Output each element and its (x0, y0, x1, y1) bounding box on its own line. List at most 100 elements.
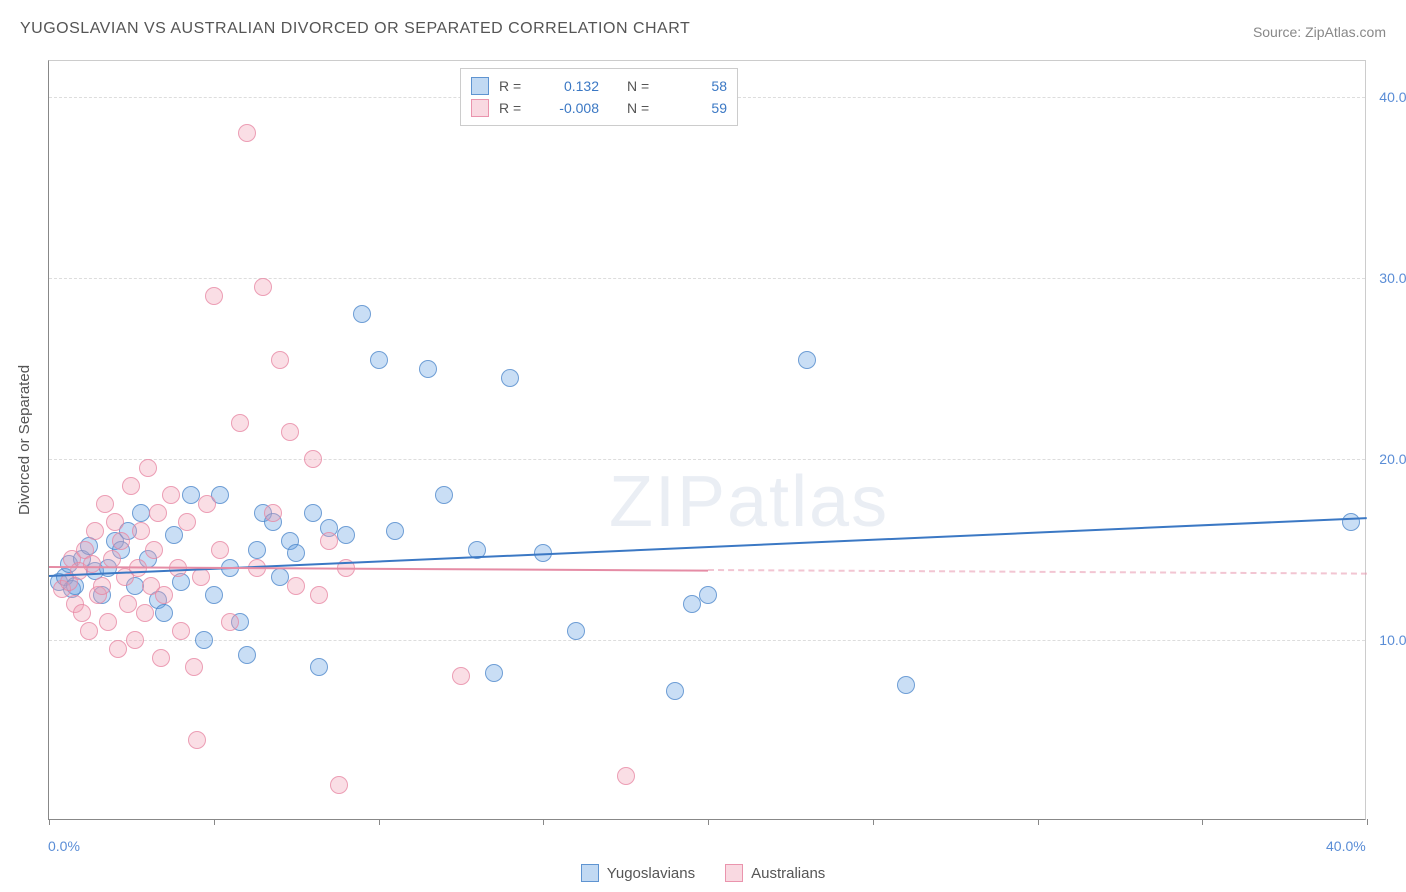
data-point (205, 287, 223, 305)
legend-series-label: Yugoslavians (607, 865, 695, 882)
x-tick (1202, 819, 1203, 825)
legend-correlation: R =0.132N =58R =-0.008N =59 (460, 68, 738, 126)
data-point (254, 278, 272, 296)
legend-n-label: N = (627, 100, 659, 116)
legend-r-value: 0.132 (541, 78, 599, 94)
x-tick (873, 819, 874, 825)
scatter-chart: YUGOSLAVIAN VS AUSTRALIAN DIVORCED OR SE… (0, 0, 1406, 892)
data-point (666, 682, 684, 700)
y-tick-label: 20.0% (1371, 451, 1406, 467)
data-point (238, 646, 256, 664)
data-point (310, 586, 328, 604)
x-tick (49, 819, 50, 825)
legend-r-value: -0.008 (541, 100, 599, 116)
data-point (330, 776, 348, 794)
data-point (231, 414, 249, 432)
data-point (155, 586, 173, 604)
plot-area: ZIPatlas 10.0%20.0%30.0%40.0% (48, 60, 1366, 820)
data-point (145, 541, 163, 559)
data-point (211, 541, 229, 559)
data-point (1342, 513, 1360, 531)
x-tick (214, 819, 215, 825)
data-point (119, 595, 137, 613)
gridline (49, 459, 1365, 460)
x-tick (1367, 819, 1368, 825)
data-point (126, 631, 144, 649)
legend-swatch (725, 864, 743, 882)
data-point (185, 658, 203, 676)
data-point (353, 305, 371, 323)
x-tick (379, 819, 380, 825)
legend-item: Australians (725, 864, 825, 882)
data-point (182, 486, 200, 504)
watermark: ZIPatlas (609, 461, 889, 543)
data-point (304, 504, 322, 522)
legend-item: Yugoslavians (581, 864, 695, 882)
y-tick-label: 10.0% (1371, 632, 1406, 648)
legend-swatch (471, 99, 489, 117)
data-point (485, 664, 503, 682)
data-point (452, 667, 470, 685)
data-point (617, 767, 635, 785)
data-point (419, 360, 437, 378)
data-point (83, 555, 101, 573)
data-point (93, 577, 111, 595)
data-point (264, 504, 282, 522)
data-point (86, 522, 104, 540)
gridline (49, 278, 1365, 279)
y-axis-label: Divorced or Separated (16, 365, 33, 515)
y-tick-label: 40.0% (1371, 89, 1406, 105)
legend-series-label: Australians (751, 865, 825, 882)
data-point (80, 622, 98, 640)
data-point (501, 369, 519, 387)
data-point (567, 622, 585, 640)
gridline (49, 640, 1365, 641)
data-point (198, 495, 216, 513)
data-point (178, 513, 196, 531)
data-point (149, 504, 167, 522)
data-point (136, 604, 154, 622)
y-tick-label: 30.0% (1371, 270, 1406, 286)
legend-series: Yugoslavians Australians (0, 864, 1406, 882)
data-point (897, 676, 915, 694)
x-tick (543, 819, 544, 825)
data-point (195, 631, 213, 649)
data-point (132, 504, 150, 522)
data-point (271, 568, 289, 586)
x-tick-label: 40.0% (1326, 838, 1366, 854)
data-point (162, 486, 180, 504)
source-label: Source: ZipAtlas.com (1253, 24, 1386, 40)
data-point (96, 495, 114, 513)
x-tick (1038, 819, 1039, 825)
legend-n-label: N = (627, 78, 659, 94)
data-point (106, 513, 124, 531)
chart-title: YUGOSLAVIAN VS AUSTRALIAN DIVORCED OR SE… (20, 20, 690, 38)
trend-line (708, 569, 1367, 575)
data-point (683, 595, 701, 613)
data-point (435, 486, 453, 504)
legend-row: R =0.132N =58 (471, 75, 727, 97)
data-point (122, 477, 140, 495)
data-point (281, 423, 299, 441)
data-point (103, 550, 121, 568)
data-point (386, 522, 404, 540)
data-point (109, 640, 127, 658)
data-point (287, 544, 305, 562)
data-point (798, 351, 816, 369)
data-point (304, 450, 322, 468)
data-point (248, 541, 266, 559)
data-point (139, 459, 157, 477)
data-point (699, 586, 717, 604)
data-point (172, 622, 190, 640)
legend-n-value: 58 (669, 78, 727, 94)
legend-swatch (581, 864, 599, 882)
data-point (205, 586, 223, 604)
source-link[interactable]: ZipAtlas.com (1305, 24, 1386, 40)
data-point (112, 532, 130, 550)
data-point (238, 124, 256, 142)
data-point (73, 604, 91, 622)
data-point (310, 658, 328, 676)
legend-n-value: 59 (669, 100, 727, 116)
data-point (271, 351, 289, 369)
data-point (132, 522, 150, 540)
